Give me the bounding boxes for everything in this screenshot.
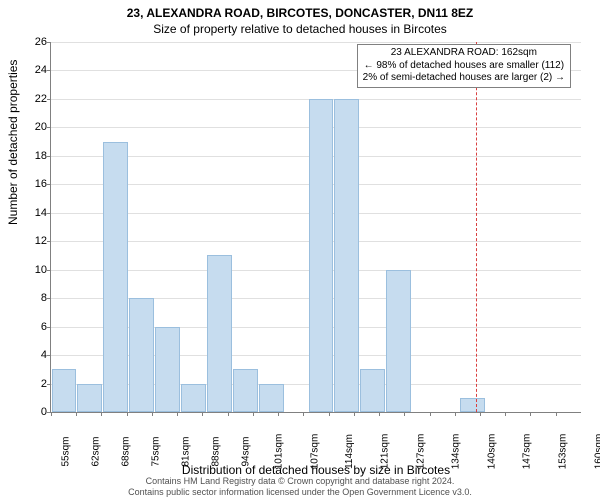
x-tickmark (101, 412, 126, 416)
y-tick-label: 16 (23, 178, 47, 190)
x-tickmark (379, 412, 404, 416)
x-tick-label: 62sqm (91, 436, 102, 466)
chart-title-sub: Size of property relative to detached ho… (0, 20, 600, 36)
y-axis-label: Number of detached properties (6, 60, 20, 225)
x-tickmark (278, 412, 303, 416)
y-tick-label: 14 (23, 207, 47, 219)
x-tickmark (253, 412, 278, 416)
y-tick-label: 0 (23, 406, 47, 418)
x-tickmark (354, 412, 379, 416)
y-tick-label: 22 (23, 93, 47, 105)
y-tick-label: 10 (23, 264, 47, 276)
y-tick-label: 18 (23, 150, 47, 162)
bar (155, 327, 180, 412)
x-tick-label: 88sqm (211, 436, 222, 466)
bar (386, 270, 411, 412)
y-tick-label: 8 (23, 292, 47, 304)
bar (259, 384, 284, 412)
y-tick-label: 20 (23, 121, 47, 133)
chart-title-main: 23, ALEXANDRA ROAD, BIRCOTES, DONCASTER,… (0, 0, 600, 20)
y-tick-label: 6 (23, 321, 47, 333)
x-tickmark (76, 412, 101, 416)
x-tickmark (404, 412, 429, 416)
bar (129, 298, 154, 412)
x-tickmark (329, 412, 354, 416)
annotation-line: 23 ALEXANDRA ROAD: 162sqm (363, 47, 565, 60)
bar (103, 142, 128, 412)
x-tickmark (228, 412, 253, 416)
x-tickmark (51, 412, 76, 416)
x-tickmark (152, 412, 177, 416)
x-tickmark (556, 412, 581, 416)
x-tickmark (530, 412, 555, 416)
x-tickmark (505, 412, 530, 416)
bars-container (51, 42, 581, 412)
x-tickmark (430, 412, 455, 416)
x-tick-label: 68sqm (121, 436, 132, 466)
bar (309, 99, 334, 412)
footer-credits: Contains HM Land Registry data © Crown c… (0, 476, 600, 498)
bar (334, 99, 359, 412)
x-tickmark (455, 412, 480, 416)
x-tickmark (127, 412, 152, 416)
y-tick-label: 26 (23, 36, 47, 48)
x-tick-label: 94sqm (241, 436, 252, 466)
annotation-box: 23 ALEXANDRA ROAD: 162sqm← 98% of detach… (357, 44, 571, 88)
reference-marker-line (476, 42, 477, 412)
x-tickmark (202, 412, 227, 416)
bar (360, 369, 385, 412)
plot-area: 02468101214161820222426 23 ALEXANDRA ROA… (50, 42, 581, 413)
bar (233, 369, 258, 412)
y-tick-label: 24 (23, 64, 47, 76)
x-axis-label: Distribution of detached houses by size … (51, 463, 581, 477)
bar (77, 384, 102, 412)
annotation-line: 2% of semi-detached houses are larger (2… (363, 72, 565, 85)
x-tick-label: 75sqm (151, 436, 162, 466)
x-tick-label: 55sqm (61, 436, 72, 466)
x-tickmark (177, 412, 202, 416)
y-tick-label: 2 (23, 378, 47, 390)
bar (460, 398, 485, 412)
x-tick-label: 160sqm (593, 434, 600, 470)
x-tick-label: 81sqm (181, 436, 192, 466)
x-tickmark (480, 412, 505, 416)
bar (207, 255, 232, 412)
x-tickmark (303, 412, 328, 416)
y-tick-label: 12 (23, 235, 47, 247)
footer-line-1: Contains HM Land Registry data © Crown c… (0, 476, 600, 487)
bar (52, 369, 77, 412)
annotation-line: ← 98% of detached houses are smaller (11… (363, 60, 565, 73)
bar (181, 384, 206, 412)
y-tick-label: 4 (23, 349, 47, 361)
footer-line-2: Contains public sector information licen… (0, 487, 600, 498)
x-tick-labels: 55sqm62sqm68sqm75sqm81sqm88sqm94sqm101sq… (51, 446, 581, 457)
